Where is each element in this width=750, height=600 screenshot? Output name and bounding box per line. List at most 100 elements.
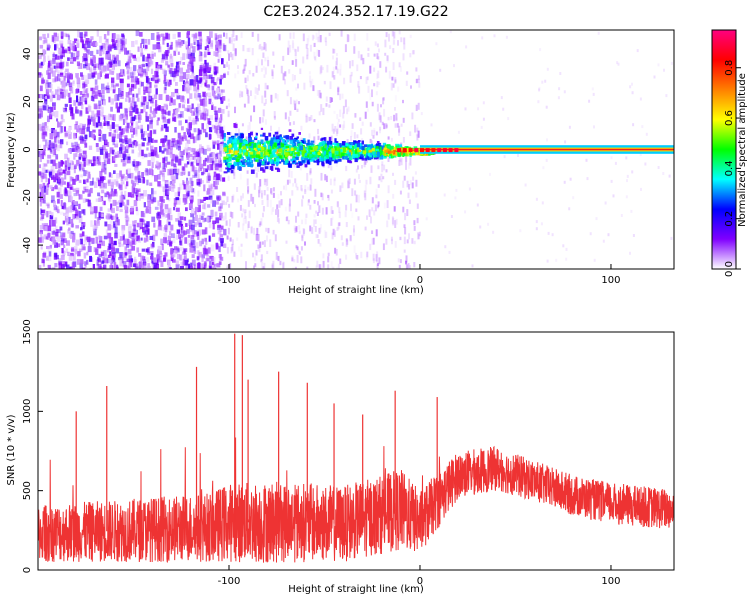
heatmap-cell xyxy=(93,71,97,75)
heatmap-cell xyxy=(198,51,202,57)
heatmap-cell xyxy=(202,267,206,269)
heatmap-cell xyxy=(38,144,42,148)
heatmap-cell xyxy=(185,81,189,85)
heatmap-cell xyxy=(167,144,171,150)
heatmap-cell xyxy=(404,212,407,221)
heatmap-cell xyxy=(170,62,174,67)
heatmap-cell xyxy=(263,102,266,106)
heatmap-cell xyxy=(83,261,87,266)
heatmap-cell xyxy=(386,200,389,209)
heatmap-cell xyxy=(209,164,214,171)
heatmap-cell xyxy=(245,154,250,159)
heatmap-cell xyxy=(540,222,543,226)
heatmap-cell xyxy=(304,189,307,195)
heatmap-cell xyxy=(172,109,177,115)
heatmap-cell xyxy=(418,231,421,237)
heatmap-cell xyxy=(85,79,90,84)
heatmap-cell xyxy=(381,161,384,166)
heatmap-cell xyxy=(134,263,138,269)
heatmap-cell xyxy=(44,98,48,105)
heatmap-cell xyxy=(267,60,270,67)
heatmap-cell xyxy=(56,94,61,101)
heatmap-cell xyxy=(164,156,168,162)
heatmap-cell xyxy=(255,250,258,256)
heatmap-cell xyxy=(370,140,373,145)
heatmap-cell xyxy=(195,113,199,119)
heatmap-cell xyxy=(77,82,81,88)
heatmap-cell xyxy=(361,158,365,161)
heatmap-cell xyxy=(393,206,396,212)
heatmap-cell xyxy=(187,122,190,130)
heatmap-cell xyxy=(63,244,66,249)
heatmap-cell xyxy=(67,57,70,61)
heatmap-cell xyxy=(395,113,398,121)
heatmap-cell xyxy=(266,186,269,191)
heatmap-cell xyxy=(174,127,177,133)
heatmap-cell xyxy=(151,261,156,265)
heatmap-cell xyxy=(308,158,313,162)
heatmap-cell xyxy=(191,180,194,186)
heatmap-cell xyxy=(214,156,217,163)
heatmap-cell xyxy=(225,162,228,166)
heatmap-cell xyxy=(76,61,80,67)
heatmap-cell xyxy=(101,90,105,95)
heatmap-cell xyxy=(383,164,386,171)
heatmap-cell xyxy=(130,206,135,211)
heatmap-cell xyxy=(64,70,67,77)
heatmap-cell xyxy=(175,234,179,240)
heatmap-cell xyxy=(313,160,317,163)
heatmap-cell xyxy=(40,149,43,154)
heatmap-cell xyxy=(345,155,348,160)
heatmap-cell xyxy=(122,41,126,49)
heatmap-cell xyxy=(281,159,285,163)
heatmap-cell xyxy=(151,199,154,204)
heatmap-cell xyxy=(346,150,351,154)
heatmap-cell xyxy=(402,206,405,213)
heatmap-cell xyxy=(149,130,153,137)
heatmap-cell xyxy=(82,123,87,130)
heatmap-cell xyxy=(50,65,54,71)
heatmap-cell xyxy=(502,107,505,111)
heatmap-cell xyxy=(101,45,104,50)
heatmap-cell xyxy=(339,153,343,158)
heatmap-cell xyxy=(38,150,42,158)
heatmap-cell xyxy=(45,255,49,261)
heatmap-cell xyxy=(192,165,195,173)
heatmap-cell xyxy=(65,68,69,72)
heatmap-cell xyxy=(392,147,396,152)
heatmap-cell xyxy=(270,152,273,157)
heatmap-cell xyxy=(323,230,326,239)
heatmap-cell xyxy=(407,192,410,199)
heatmap-cell xyxy=(38,171,42,176)
heatmap-cell xyxy=(186,87,190,94)
heatmap-cell xyxy=(317,135,320,141)
heatmap-cell xyxy=(316,90,319,96)
heatmap-cell xyxy=(58,262,63,269)
heatmap-cell xyxy=(342,147,346,153)
heatmap-cell xyxy=(72,203,76,211)
heatmap-cell xyxy=(227,114,230,118)
heatmap-cell xyxy=(409,53,412,58)
heatmap-cell xyxy=(285,135,290,140)
heatmap-cell xyxy=(301,236,304,242)
heatmap-cell xyxy=(107,46,112,51)
heatmap-cell xyxy=(43,37,48,43)
heatmap-cell xyxy=(569,177,572,181)
heatmap-cell xyxy=(379,146,382,151)
heatmap-cell xyxy=(369,65,372,74)
heatmap-cell xyxy=(193,167,197,175)
heatmap-cell xyxy=(49,84,53,90)
heatmap-cell xyxy=(74,248,78,255)
heatmap-cell xyxy=(234,147,239,152)
heatmap-cell xyxy=(238,138,243,143)
heatmap-cell xyxy=(169,146,173,150)
heatmap-cell xyxy=(75,74,79,79)
heatmap-cell xyxy=(174,246,178,251)
heatmap-cell xyxy=(209,260,212,268)
heatmap-cell xyxy=(190,235,195,240)
heatmap-cell xyxy=(89,237,92,242)
heatmap-cell xyxy=(98,179,101,187)
heatmap-cell xyxy=(184,230,187,235)
heatmap-cell xyxy=(73,168,76,174)
heatmap-cell xyxy=(414,171,417,175)
